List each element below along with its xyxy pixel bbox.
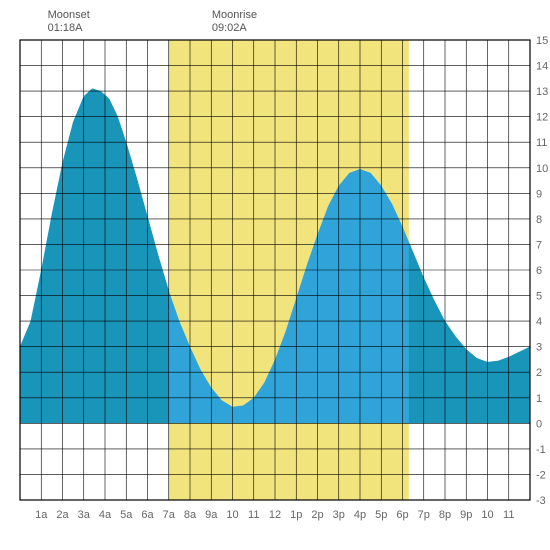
x-axis-label: 3a	[78, 509, 91, 521]
y-axis-label: 9	[536, 188, 542, 200]
y-axis-label: 15	[536, 35, 548, 47]
x-axis-label: 3p	[333, 509, 345, 521]
x-axis-label: 4p	[354, 509, 366, 521]
y-axis-label: -1	[536, 444, 546, 456]
x-axis-label: 7p	[418, 509, 430, 521]
y-axis-label: -2	[536, 469, 546, 481]
x-axis-label: 4a	[99, 509, 112, 521]
x-axis-label: 5p	[375, 509, 387, 521]
x-axis-label: 8a	[184, 509, 197, 521]
y-axis-label: 7	[536, 239, 542, 251]
y-axis-label: 12	[536, 112, 548, 124]
y-axis-label: 1	[536, 393, 542, 405]
x-axis-label: 7a	[163, 509, 176, 521]
y-axis-label: 0	[536, 418, 542, 430]
moon-label-title-1: Moonrise	[212, 9, 257, 21]
x-axis-label: 10	[481, 509, 493, 521]
x-axis-label: 5a	[120, 509, 133, 521]
y-axis-label: 6	[536, 265, 542, 277]
x-axis-label: 2p	[311, 509, 323, 521]
y-axis-label: 8	[536, 214, 542, 226]
y-axis-label: 13	[536, 86, 548, 98]
y-axis-label: 11	[536, 137, 547, 149]
x-axis-label: 9p	[460, 509, 472, 521]
y-axis-label: 3	[536, 342, 542, 354]
chart-svg: 1a2a3a4a5a6a7a8a9a1011121p2p3p4p5p6p7p8p…	[0, 0, 550, 550]
tide-chart: 1a2a3a4a5a6a7a8a9a1011121p2p3p4p5p6p7p8p…	[0, 0, 550, 550]
x-axis-label: 10	[226, 509, 238, 521]
y-axis-label: 4	[536, 316, 542, 328]
y-axis-label: 5	[536, 291, 542, 303]
x-axis-label: 1p	[290, 509, 302, 521]
y-axis-label: 14	[536, 61, 548, 73]
moon-label-title-0: Moonset	[48, 9, 90, 21]
moon-label-time-1: 09:02A	[212, 22, 248, 34]
y-axis-label: 10	[536, 163, 548, 175]
x-axis-label: 11	[503, 509, 514, 521]
x-axis-label: 6p	[396, 509, 408, 521]
x-axis-label: 9a	[205, 509, 218, 521]
x-axis-label: 2a	[56, 509, 69, 521]
x-axis-label: 11	[248, 509, 259, 521]
x-axis-label: 6a	[141, 509, 154, 521]
y-axis-label: 2	[536, 367, 542, 379]
x-axis-label: 12	[269, 509, 281, 521]
x-axis-label: 8p	[439, 509, 451, 521]
moon-label-time-0: 01:18A	[48, 22, 84, 34]
x-axis-label: 1a	[35, 509, 48, 521]
y-axis-label: -3	[536, 495, 546, 507]
